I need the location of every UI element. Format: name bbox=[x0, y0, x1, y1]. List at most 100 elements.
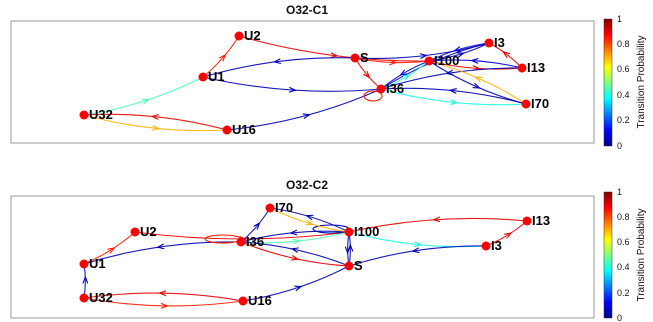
node-label: U1 bbox=[89, 256, 106, 271]
node-label: I70 bbox=[531, 96, 549, 111]
transition-edge bbox=[83, 76, 204, 116]
transition-edge bbox=[240, 241, 350, 267]
graph-node bbox=[481, 241, 491, 251]
node-layer: I70 I100 I13 U2 I36 I3 U1 S U32 U16 bbox=[79, 200, 550, 308]
transition-edge bbox=[238, 35, 430, 62]
transition-edge bbox=[202, 57, 356, 78]
edge-arrowhead bbox=[363, 70, 371, 79]
edge-arrowhead bbox=[305, 214, 314, 221]
edge-arrowhead bbox=[107, 247, 116, 254]
edge-arrowhead bbox=[470, 58, 479, 64]
transition-edge bbox=[83, 292, 244, 302]
edge-arrowhead bbox=[432, 216, 441, 223]
transition-edge bbox=[348, 217, 528, 233]
colorbar-gradient bbox=[603, 18, 613, 147]
colorbar-gradient bbox=[603, 191, 613, 319]
edge-arrowhead bbox=[399, 69, 408, 76]
edge-arrowhead bbox=[450, 99, 459, 105]
node-label: S bbox=[354, 258, 363, 273]
transition-edge bbox=[380, 67, 523, 90]
edge-arrowhead bbox=[456, 52, 466, 58]
colorbar-tick: 0 bbox=[617, 313, 622, 322]
panel-frame bbox=[10, 20, 595, 144]
edge-arrowhead bbox=[472, 82, 481, 89]
transition-edge bbox=[202, 76, 382, 92]
graph-node bbox=[424, 56, 434, 66]
edge-arrowhead bbox=[414, 241, 423, 248]
colorbar-tick: 0.4 bbox=[617, 262, 630, 272]
graph-node bbox=[522, 216, 532, 226]
colorbar-tick: 0 bbox=[617, 141, 622, 151]
node-label: I100 bbox=[434, 53, 459, 68]
colorbar-tick: 1 bbox=[617, 14, 622, 24]
graph-node bbox=[344, 261, 354, 271]
edge-arrowhead bbox=[504, 232, 513, 239]
node-label: I36 bbox=[246, 234, 264, 249]
edge-arrowhead bbox=[289, 229, 298, 236]
colorbar-tick: 0.8 bbox=[617, 212, 630, 222]
node-label: U16 bbox=[248, 293, 272, 308]
graph-node bbox=[344, 227, 354, 237]
edge-arrowhead bbox=[419, 53, 429, 60]
colorbar-tick: 0.8 bbox=[617, 39, 630, 49]
edge-arrowhead bbox=[448, 88, 457, 94]
edge-arrowhead bbox=[160, 302, 169, 309]
edge-arrowhead bbox=[150, 114, 159, 120]
colorbar-tick: 0.6 bbox=[617, 237, 630, 247]
transition-edge bbox=[428, 60, 527, 105]
panel-title: O32-C2 bbox=[286, 178, 328, 192]
graph-node bbox=[350, 53, 360, 63]
edge-arrowhead bbox=[152, 125, 161, 131]
colorbar-tick: 1 bbox=[617, 187, 622, 197]
transition-edge bbox=[354, 57, 430, 64]
transition-edge bbox=[83, 297, 244, 307]
edge-arrowhead bbox=[344, 246, 351, 255]
graph-node bbox=[517, 63, 527, 73]
node-label: I3 bbox=[491, 238, 502, 253]
transition-edge bbox=[380, 60, 430, 90]
node-label: I70 bbox=[275, 200, 293, 215]
edge-arrowhead bbox=[158, 290, 167, 297]
colorbar-tick: 0.2 bbox=[617, 288, 630, 298]
edge-arrowhead bbox=[218, 53, 227, 62]
transition-edge bbox=[428, 59, 523, 69]
node-label: U16 bbox=[232, 122, 256, 137]
node-label: U2 bbox=[244, 28, 261, 43]
node-label: U2 bbox=[140, 224, 157, 239]
panel-o32-c1: O32-C1 U2 S I3 I100 I13 U1 I36 I70 U32 U16 bbox=[10, 3, 595, 144]
transition-edge bbox=[428, 60, 527, 105]
panel-o32-c2: O32-C2 I70 I100 I13 U2 I36 I3 U1 S U32 U16 bbox=[10, 178, 595, 319]
edge-arrowhead bbox=[302, 113, 312, 120]
edge-arrowhead bbox=[82, 275, 89, 284]
graph-node bbox=[79, 293, 89, 303]
panel-title: O32-C1 bbox=[286, 3, 328, 17]
edge-arrowhead bbox=[452, 46, 462, 52]
node-label: I100 bbox=[354, 224, 379, 239]
edge-arrowhead bbox=[474, 76, 483, 83]
node-layer: U2 S I3 I100 I13 U1 I36 I70 U32 U16 bbox=[79, 28, 549, 137]
colorbar-label: Transition Probability bbox=[636, 208, 647, 301]
edge-arrowhead bbox=[272, 58, 282, 65]
transition-edge bbox=[380, 87, 527, 105]
node-label: I13 bbox=[532, 213, 550, 228]
edge-arrowhead bbox=[502, 50, 511, 58]
colorbar-bottom: 1 0.8 0.6 0.4 0.2 0 Transition Probabili… bbox=[603, 187, 647, 322]
transition-edge bbox=[240, 241, 350, 267]
graph-node bbox=[198, 72, 208, 82]
edge-arrowhead bbox=[411, 247, 420, 254]
edge-arrowhead bbox=[291, 254, 300, 261]
colorbar-tick: 0.2 bbox=[617, 115, 630, 125]
transition-edge bbox=[380, 88, 527, 106]
edge-arrowhead bbox=[290, 247, 299, 254]
graph-node bbox=[265, 203, 275, 213]
graph-node bbox=[130, 227, 140, 237]
colorbar-top: 1 0.8 0.6 0.4 0.2 0 Transition Probabili… bbox=[603, 14, 647, 151]
edge-arrowhead bbox=[389, 59, 398, 66]
edge-arrowhead bbox=[330, 52, 339, 59]
transition-edge bbox=[380, 60, 430, 90]
graph-node bbox=[484, 38, 494, 48]
graph-node bbox=[222, 125, 232, 135]
transition-edge bbox=[83, 241, 242, 265]
graph-node bbox=[376, 84, 386, 94]
